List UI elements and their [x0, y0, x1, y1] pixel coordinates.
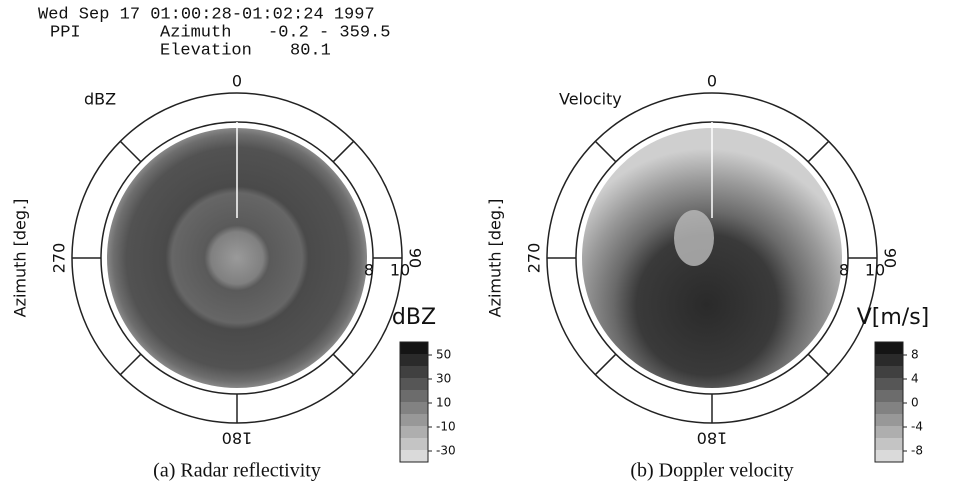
azimuth-tick: 270 [525, 243, 544, 274]
spoke [332, 140, 355, 163]
header-mode: PPI [50, 23, 81, 42]
radar-field [107, 128, 367, 388]
colorbar-frame [874, 341, 904, 463]
header-elevation-label: Elevation [160, 41, 252, 60]
colorbar-step [400, 354, 428, 367]
colorbar-step [875, 390, 903, 403]
colorbar-step [400, 366, 428, 379]
azimuth-tick: 0 [707, 72, 717, 91]
colorbar-tick-label: 8 [911, 348, 919, 362]
colorbar-tick-label: -8 [911, 444, 923, 458]
colorbar-step [400, 378, 428, 391]
spoke [807, 353, 830, 376]
colorbar-step [875, 438, 903, 451]
azimuth-tick: 180 [697, 429, 728, 448]
spoke [594, 353, 617, 376]
colorbar-step [400, 450, 428, 463]
velocity-light-core [674, 210, 714, 266]
colorbar-tick-label: -30 [436, 444, 456, 458]
azimuth-tick: 270 [50, 243, 69, 274]
header-azimuth-label: Azimuth [160, 23, 231, 42]
colorbar-title: V[m/s] [857, 305, 930, 330]
panels: 0 90 180 270 8 10 dBZ Azimuth [deg.] (a) Radar r… [11, 72, 930, 482]
header-date: Wed Sep 17 01:00:28-01:02:24 1997 [38, 5, 375, 24]
range-tick: 10 [865, 261, 885, 280]
colorbar-step [875, 402, 903, 415]
radar-field [582, 128, 842, 388]
spoke [332, 353, 355, 376]
colorbar-tick-label: -10 [436, 420, 456, 434]
header-azimuth-range: -0.2 - 359.5 [268, 23, 390, 42]
colorbar-tick-label: 0 [911, 396, 919, 410]
range-tick: 8 [364, 261, 374, 280]
colorbar-step [400, 426, 428, 439]
colorbar-step [400, 342, 428, 355]
spoke [119, 353, 142, 376]
colorbar-step [875, 366, 903, 379]
colorbar-step [400, 390, 428, 403]
colorbar-title: dBZ [392, 305, 436, 330]
field-label: Velocity [559, 90, 622, 109]
polar-panel: 0 90 180 270 8 10 Velocity Azimuth [deg.] (b) Do… [486, 72, 930, 482]
axis-title: Azimuth [deg.] [11, 199, 30, 318]
colorbar-step [400, 402, 428, 415]
colorbar-step [875, 414, 903, 427]
caption: (b) Doppler velocity [630, 460, 793, 482]
colorbar-step [875, 342, 903, 355]
colorbar-tick-label: -4 [911, 420, 923, 434]
azimuth-tick: 0 [232, 72, 242, 91]
field-label: dBZ [84, 90, 116, 109]
colorbar-step [875, 426, 903, 439]
polar-panel: 0 90 180 270 8 10 dBZ Azimuth [deg.] (a) Radar r… [11, 72, 456, 482]
spoke [594, 140, 617, 163]
colorbar-step [875, 450, 903, 463]
colorbar-step [400, 414, 428, 427]
colorbar-frame [399, 341, 429, 463]
colorbar-tick-label: 30 [436, 372, 451, 386]
colorbar-tick-label: 10 [436, 396, 451, 410]
colorbar-tick-label: 50 [436, 348, 451, 362]
colorbar-step [400, 438, 428, 451]
colorbar-tick-label: 4 [911, 372, 919, 386]
range-tick: 10 [390, 261, 410, 280]
colorbar-step [875, 378, 903, 391]
caption: (a) Radar reflectivity [153, 460, 321, 482]
azimuth-tick: 90 [881, 248, 900, 268]
header-elevation-value: 80.1 [290, 41, 331, 60]
colorbar-step [875, 354, 903, 367]
spoke [119, 140, 142, 163]
axis-title: Azimuth [deg.] [486, 199, 505, 318]
azimuth-tick: 180 [222, 429, 253, 448]
range-tick: 8 [839, 261, 849, 280]
azimuth-tick: 90 [406, 248, 425, 268]
spoke [807, 140, 830, 163]
